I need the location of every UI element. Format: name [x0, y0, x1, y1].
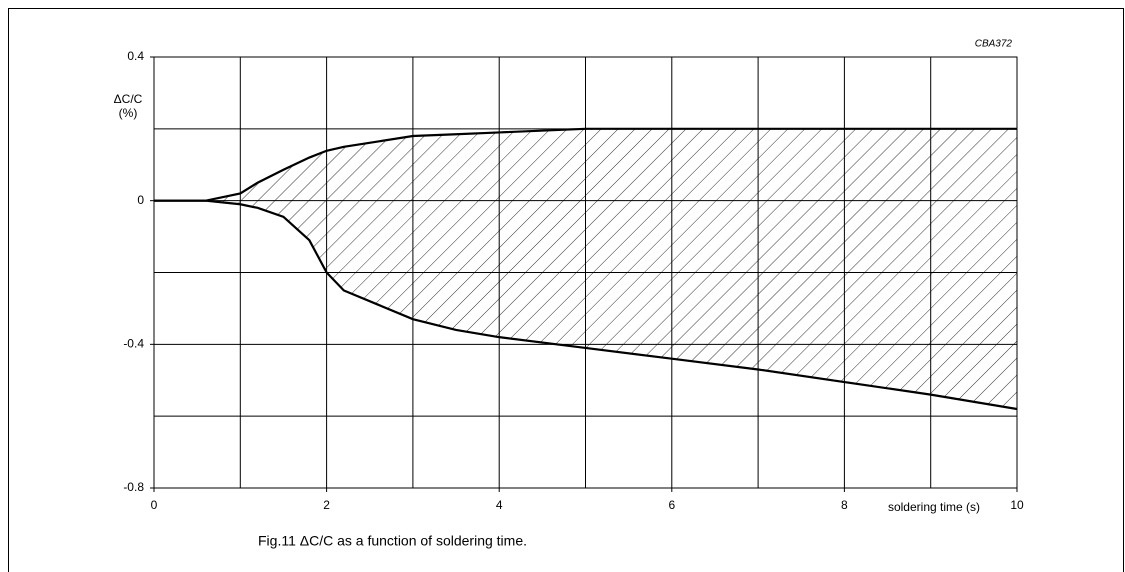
- y-axis-label: (%): [119, 106, 138, 120]
- x-axis-label: soldering time (s): [888, 500, 980, 514]
- y-tick-label: 0.4: [127, 49, 144, 63]
- plot-border: [153, 56, 1018, 489]
- x-tick-label: 2: [323, 498, 330, 512]
- x-tick-label: 4: [496, 498, 503, 512]
- x-tick-label: 10: [1010, 498, 1024, 512]
- x-tick-label: 0: [151, 498, 158, 512]
- y-tick-label: -0.4: [123, 337, 144, 351]
- boundary-line: [154, 127, 1017, 202]
- frame: [8, 8, 1124, 572]
- x-tick-label: 8: [841, 498, 848, 512]
- caption: Fig.11 ΔC/C as a function of soldering t…: [258, 533, 527, 549]
- x-tick-label: 6: [668, 498, 675, 512]
- y-tick-label: 0: [137, 193, 144, 207]
- figure-code: CBA372: [975, 39, 1013, 50]
- y-axis-label: ΔC/C: [114, 92, 143, 106]
- boundary-line: [154, 199, 1018, 411]
- y-tick-label: -0.8: [123, 480, 144, 494]
